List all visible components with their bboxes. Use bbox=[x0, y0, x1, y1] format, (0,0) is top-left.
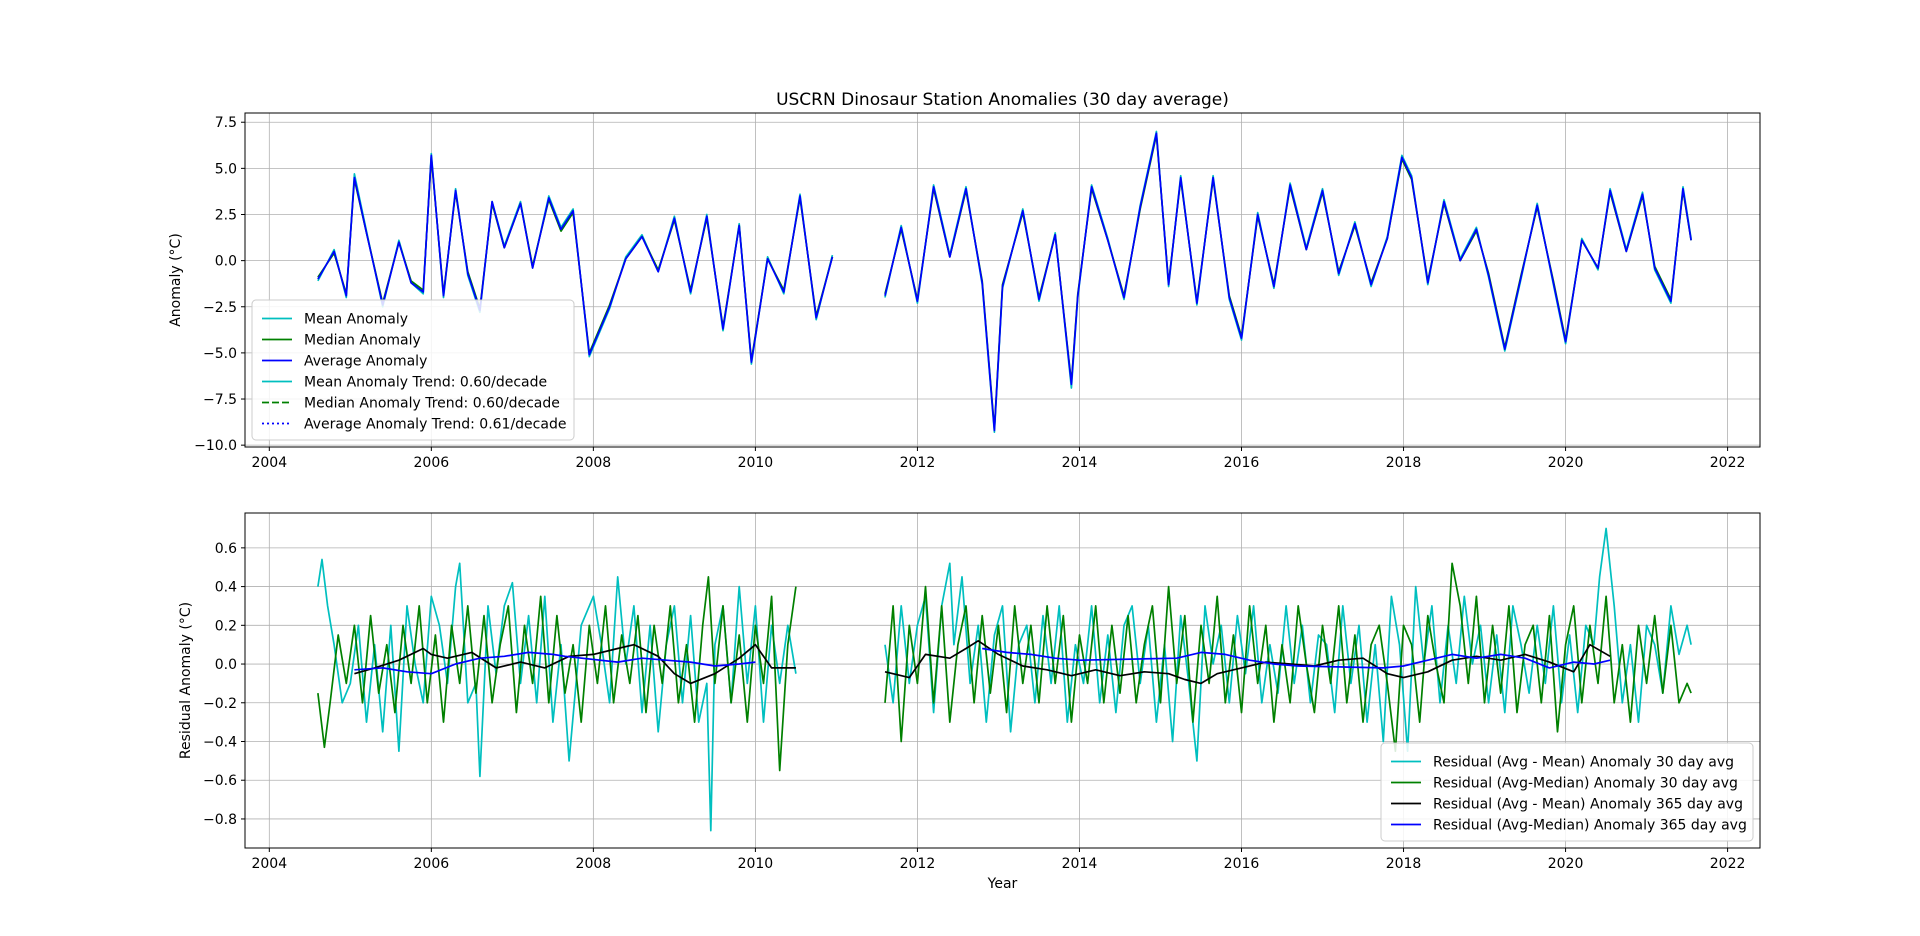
residual-chart-legend: Residual (Avg - Mean) Anomaly 30 day avg… bbox=[1380, 742, 1754, 842]
y-tick-label: 0.6 bbox=[215, 541, 237, 557]
legend-box bbox=[1380, 742, 1754, 842]
legend-box bbox=[251, 299, 575, 441]
residual-chart-ticks: 2004 2006 2008 2010 2012 2014 2016 2018 2020 2022… bbox=[203, 541, 1745, 872]
y-tick-label: 0.0 bbox=[215, 657, 237, 673]
y-tick-label: −2.5 bbox=[203, 300, 237, 316]
anomaly-chart-grid bbox=[245, 113, 1760, 447]
anomaly-chart-legend: Mean Anomaly Median Anomaly Average Anomal… bbox=[251, 299, 575, 441]
y-tick-label: −10.0 bbox=[194, 438, 237, 454]
x-tick-label: 2004 bbox=[251, 455, 287, 471]
anomaly-chart-title: USCRN Dinosaur Station Anomalies (30 day… bbox=[776, 90, 1229, 110]
y-tick-label: −0.8 bbox=[203, 812, 237, 828]
anomaly-chart-series bbox=[317, 130, 1692, 434]
x-tick-label: 2016 bbox=[1224, 455, 1260, 471]
x-tick-label: 2006 bbox=[414, 455, 450, 471]
x-tick-label: 2010 bbox=[738, 455, 774, 471]
legend-entry: Average Anomaly Trend: 0.61/decade bbox=[304, 417, 566, 433]
x-tick-label: 2018 bbox=[1386, 455, 1422, 471]
x-tick-label: 2022 bbox=[1710, 856, 1746, 872]
y-tick-label: 2.5 bbox=[215, 207, 237, 223]
anomaly-chart-ylabel: Anomaly (°C) bbox=[168, 233, 184, 327]
legend-entry: Median Anomaly bbox=[304, 333, 421, 349]
y-tick-label: 0.4 bbox=[215, 580, 237, 596]
legend-entry: Residual (Avg-Median) Anomaly 30 day avg bbox=[1433, 776, 1738, 792]
series-line-2 bbox=[317, 562, 1692, 772]
residual-chart-xlabel: Year bbox=[987, 876, 1018, 892]
y-tick-label: 7.5 bbox=[215, 115, 237, 131]
y-tick-label: −0.2 bbox=[203, 696, 237, 712]
legend-entry: Mean Anomaly Trend: 0.60/decade bbox=[304, 375, 547, 391]
legend-entry: Residual (Avg-Median) Anomaly 365 day av… bbox=[1433, 818, 1747, 834]
legend-entry: Average Anomaly bbox=[304, 354, 427, 370]
x-tick-label: 2020 bbox=[1548, 455, 1584, 471]
x-tick-label: 2012 bbox=[900, 856, 936, 872]
series-line-3 bbox=[354, 639, 1611, 685]
y-tick-label: 0.2 bbox=[215, 618, 237, 634]
x-tick-label: 2008 bbox=[576, 455, 612, 471]
x-tick-label: 2014 bbox=[1062, 856, 1098, 872]
y-tick-label: −0.4 bbox=[203, 734, 237, 750]
x-tick-label: 2022 bbox=[1710, 455, 1746, 471]
x-tick-label: 2006 bbox=[414, 856, 450, 872]
x-tick-label: 2020 bbox=[1548, 856, 1584, 872]
x-tick-label: 2018 bbox=[1386, 856, 1422, 872]
x-tick-label: 2012 bbox=[900, 455, 936, 471]
x-tick-label: 2014 bbox=[1062, 455, 1098, 471]
x-tick-label: 2016 bbox=[1224, 856, 1260, 872]
residual-chart: Year Residual Anomaly (°C) 2004 2006 2008 2… bbox=[178, 512, 1761, 892]
legend-entry: Median Anomaly Trend: 0.60/decade bbox=[304, 396, 560, 412]
y-tick-label: 5.0 bbox=[215, 161, 237, 177]
legend-entry: Residual (Avg - Mean) Anomaly 365 day av… bbox=[1433, 797, 1743, 813]
y-tick-label: 0.0 bbox=[215, 254, 237, 270]
y-tick-label: −5.0 bbox=[203, 346, 237, 362]
y-tick-label: −0.6 bbox=[203, 773, 237, 789]
residual-chart-series bbox=[317, 527, 1692, 832]
anomaly-chart-ticks: 2004 2006 2008 2010 2012 2014 2016 2018 2020 2022… bbox=[194, 115, 1745, 471]
series-line-1 bbox=[317, 130, 1692, 434]
series-line-3 bbox=[317, 132, 1692, 432]
residual-chart-frame bbox=[244, 512, 1761, 849]
legend-entry: Residual (Avg - Mean) Anomaly 30 day avg bbox=[1433, 755, 1734, 771]
series-line-4 bbox=[354, 647, 1611, 675]
x-tick-label: 2008 bbox=[576, 856, 612, 872]
anomaly-chart: USCRN Dinosaur Station Anomalies (30 day… bbox=[168, 90, 1761, 471]
residual-chart-ylabel: Residual Anomaly (°C) bbox=[178, 602, 194, 759]
legend-entry: Mean Anomaly bbox=[304, 312, 408, 328]
x-tick-label: 2004 bbox=[251, 856, 287, 872]
x-tick-label: 2010 bbox=[738, 856, 774, 872]
anomaly-chart-frame bbox=[244, 112, 1761, 448]
y-tick-label: −7.5 bbox=[203, 392, 237, 408]
